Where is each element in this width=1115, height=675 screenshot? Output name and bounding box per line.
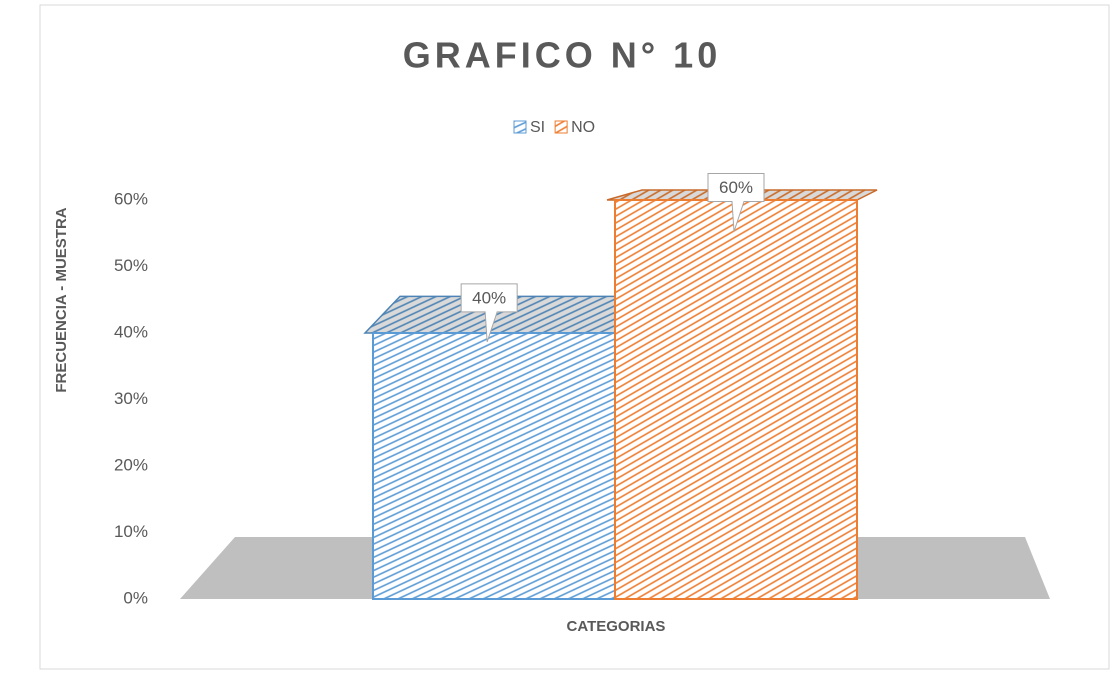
y-tick-label: 30% (114, 389, 148, 408)
data-label: 60% (719, 178, 753, 197)
x-axis-label: CATEGORIAS (567, 618, 666, 635)
y-axis-label: FRECUENCIA - MUESTRA (53, 207, 70, 392)
y-tick-label: 20% (114, 455, 148, 474)
y-tick-label: 60% (114, 189, 148, 208)
legend-label: SI (530, 119, 545, 136)
y-tick-label: 40% (114, 322, 148, 341)
data-label: 40% (472, 288, 506, 307)
legend-swatch (554, 120, 568, 134)
bar (614, 199, 858, 600)
data-label-callout (707, 173, 765, 232)
legend-swatch (513, 120, 527, 134)
data-label-callout (460, 283, 518, 343)
legend-label: NO (571, 119, 595, 136)
y-tick-label: 0% (123, 588, 148, 607)
y-tick-label: 50% (114, 256, 148, 275)
y-tick-label: 10% (114, 522, 148, 541)
bar (372, 332, 616, 600)
chart-title: GRAFICO N° 10 (403, 35, 721, 76)
